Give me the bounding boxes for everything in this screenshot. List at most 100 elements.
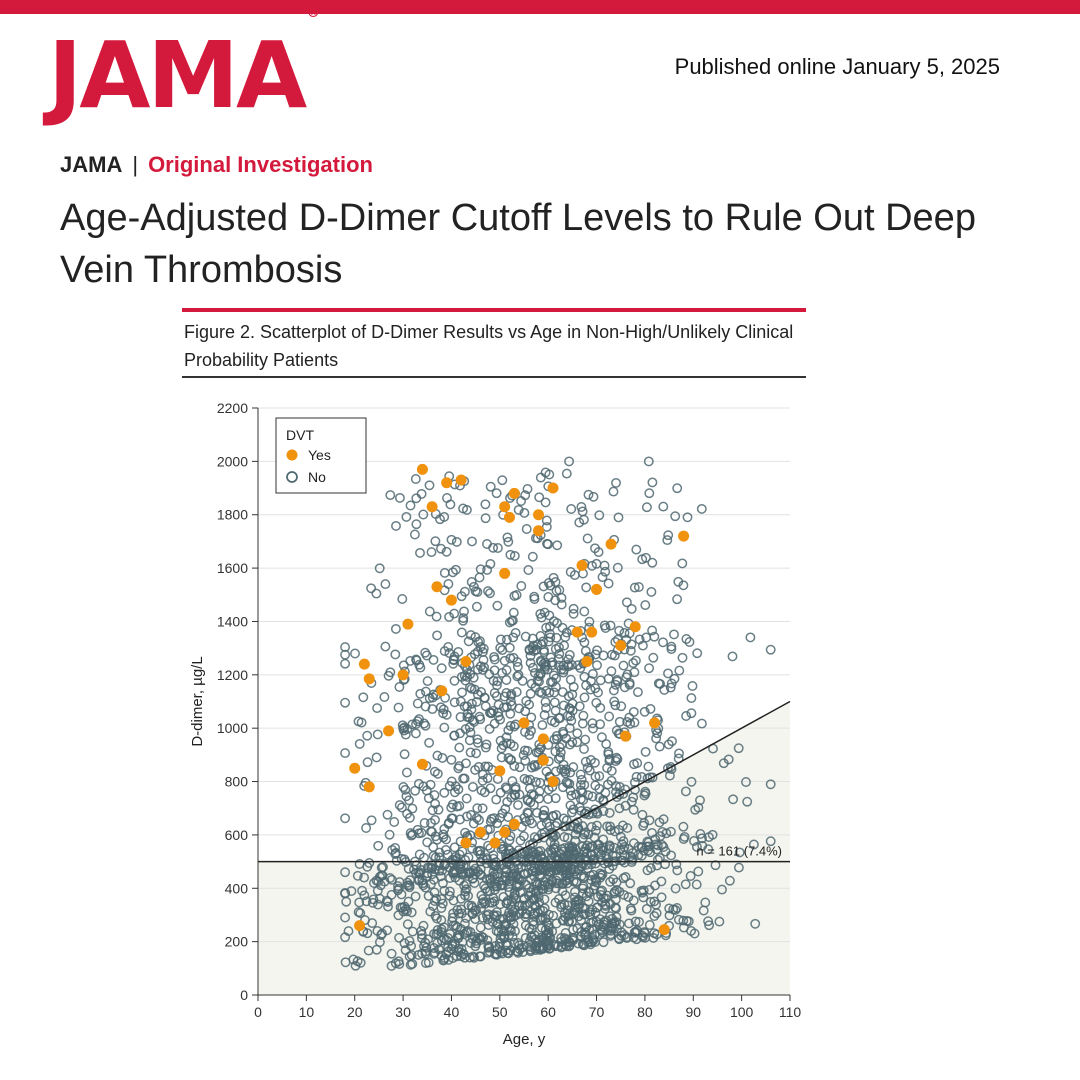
- data-point-no: [361, 896, 372, 907]
- data-point-no: [464, 735, 475, 746]
- data-point-no: [575, 780, 586, 790]
- data-point-no: [595, 675, 606, 686]
- data-point-no: [523, 565, 534, 575]
- data-point-no: [404, 812, 415, 823]
- data-point-no: [358, 692, 369, 703]
- data-point-no: [445, 873, 455, 883]
- data-point-no: [651, 929, 662, 940]
- data-point-no: [348, 954, 359, 965]
- data-point-no: [437, 878, 448, 889]
- data-point-no: [666, 850, 677, 861]
- data-point-no: [667, 736, 677, 747]
- data-point-no: [648, 652, 659, 663]
- data-point-no: [644, 815, 655, 826]
- data-point-no: [605, 876, 616, 887]
- data-point-no: [654, 817, 665, 828]
- data-point-no: [585, 850, 596, 861]
- data-point-no: [396, 802, 407, 813]
- data-point-no: [567, 698, 578, 709]
- data-point-no: [565, 567, 576, 577]
- data-point-yes: [591, 583, 603, 595]
- data-point-no: [623, 892, 634, 903]
- data-point-no: [394, 800, 405, 811]
- data-point-no: [646, 586, 657, 597]
- data-point-no: [551, 809, 562, 820]
- data-point-no: [451, 536, 462, 547]
- data-point-no: [519, 507, 530, 518]
- data-point-no: [558, 759, 569, 770]
- data-point-no: [399, 749, 410, 760]
- data-point-no: [663, 668, 673, 679]
- data-point-yes: [586, 626, 598, 638]
- data-point-no: [535, 943, 546, 954]
- data-point-no: [429, 766, 440, 777]
- data-point-no: [340, 932, 351, 943]
- data-point-no: [419, 718, 430, 729]
- data-point-no: [428, 874, 439, 885]
- data-point-no: [681, 711, 692, 721]
- data-point-no: [538, 581, 549, 592]
- data-point-no: [340, 642, 351, 653]
- data-point-no: [372, 703, 383, 714]
- legend-no-marker: [286, 471, 298, 483]
- data-point-no: [437, 752, 448, 763]
- data-point-no: [415, 547, 425, 558]
- data-point-no: [449, 675, 460, 686]
- data-point-no: [500, 920, 511, 931]
- data-point-no: [405, 500, 416, 511]
- data-point-no: [550, 682, 561, 692]
- data-point-no: [460, 724, 471, 735]
- data-point-no: [598, 937, 609, 948]
- data-point-no: [436, 663, 447, 674]
- data-point-no: [539, 664, 550, 675]
- data-point-yes: [581, 655, 593, 667]
- data-point-no: [472, 803, 483, 814]
- data-point-no: [449, 842, 460, 853]
- data-point-no: [652, 854, 663, 865]
- data-point-yes: [363, 781, 375, 793]
- data-point-no: [586, 821, 597, 832]
- data-point-no: [503, 812, 514, 823]
- data-point-no: [493, 707, 504, 718]
- data-point-no: [418, 920, 429, 931]
- age-adjusted-cutoff-line: [499, 700, 791, 863]
- data-point-no: [581, 922, 591, 933]
- data-point-no: [396, 889, 407, 900]
- data-point-no: [467, 843, 478, 854]
- data-point-no: [506, 912, 517, 923]
- data-point-no: [390, 958, 401, 969]
- data-point-no: [548, 832, 559, 843]
- data-point-no: [639, 706, 650, 717]
- data-point-no: [420, 720, 431, 731]
- data-point-no: [340, 748, 351, 759]
- x-tick-label: 60: [540, 1004, 556, 1020]
- data-point-no: [439, 722, 450, 733]
- data-point-no: [492, 600, 503, 611]
- data-point-no: [578, 710, 589, 721]
- data-point-no: [514, 762, 525, 773]
- cutoff-annotation: n = 161 (7.4%): [696, 844, 782, 859]
- data-point-no: [449, 730, 460, 741]
- data-point-no: [514, 940, 525, 951]
- data-point-no: [501, 738, 512, 749]
- data-point-no: [354, 738, 365, 749]
- data-point-no: [459, 918, 470, 929]
- data-point-no: [640, 786, 651, 797]
- data-point-no: [664, 910, 675, 921]
- data-point-no: [606, 923, 617, 934]
- data-point-no: [565, 703, 575, 714]
- data-point-no: [394, 932, 405, 943]
- data-point-no: [541, 817, 552, 828]
- data-point-no: [580, 808, 591, 819]
- data-point-no: [689, 836, 699, 846]
- data-point-no: [390, 649, 401, 660]
- data-point-no: [397, 594, 408, 604]
- data-point-no: [628, 706, 639, 717]
- data-point-no: [611, 885, 622, 895]
- data-point-no: [401, 767, 412, 778]
- data-point-no: [631, 771, 642, 782]
- data-point-no: [686, 693, 697, 704]
- x-tick-label: 100: [730, 1004, 754, 1020]
- data-point-no: [477, 769, 488, 780]
- data-point-no: [467, 536, 477, 547]
